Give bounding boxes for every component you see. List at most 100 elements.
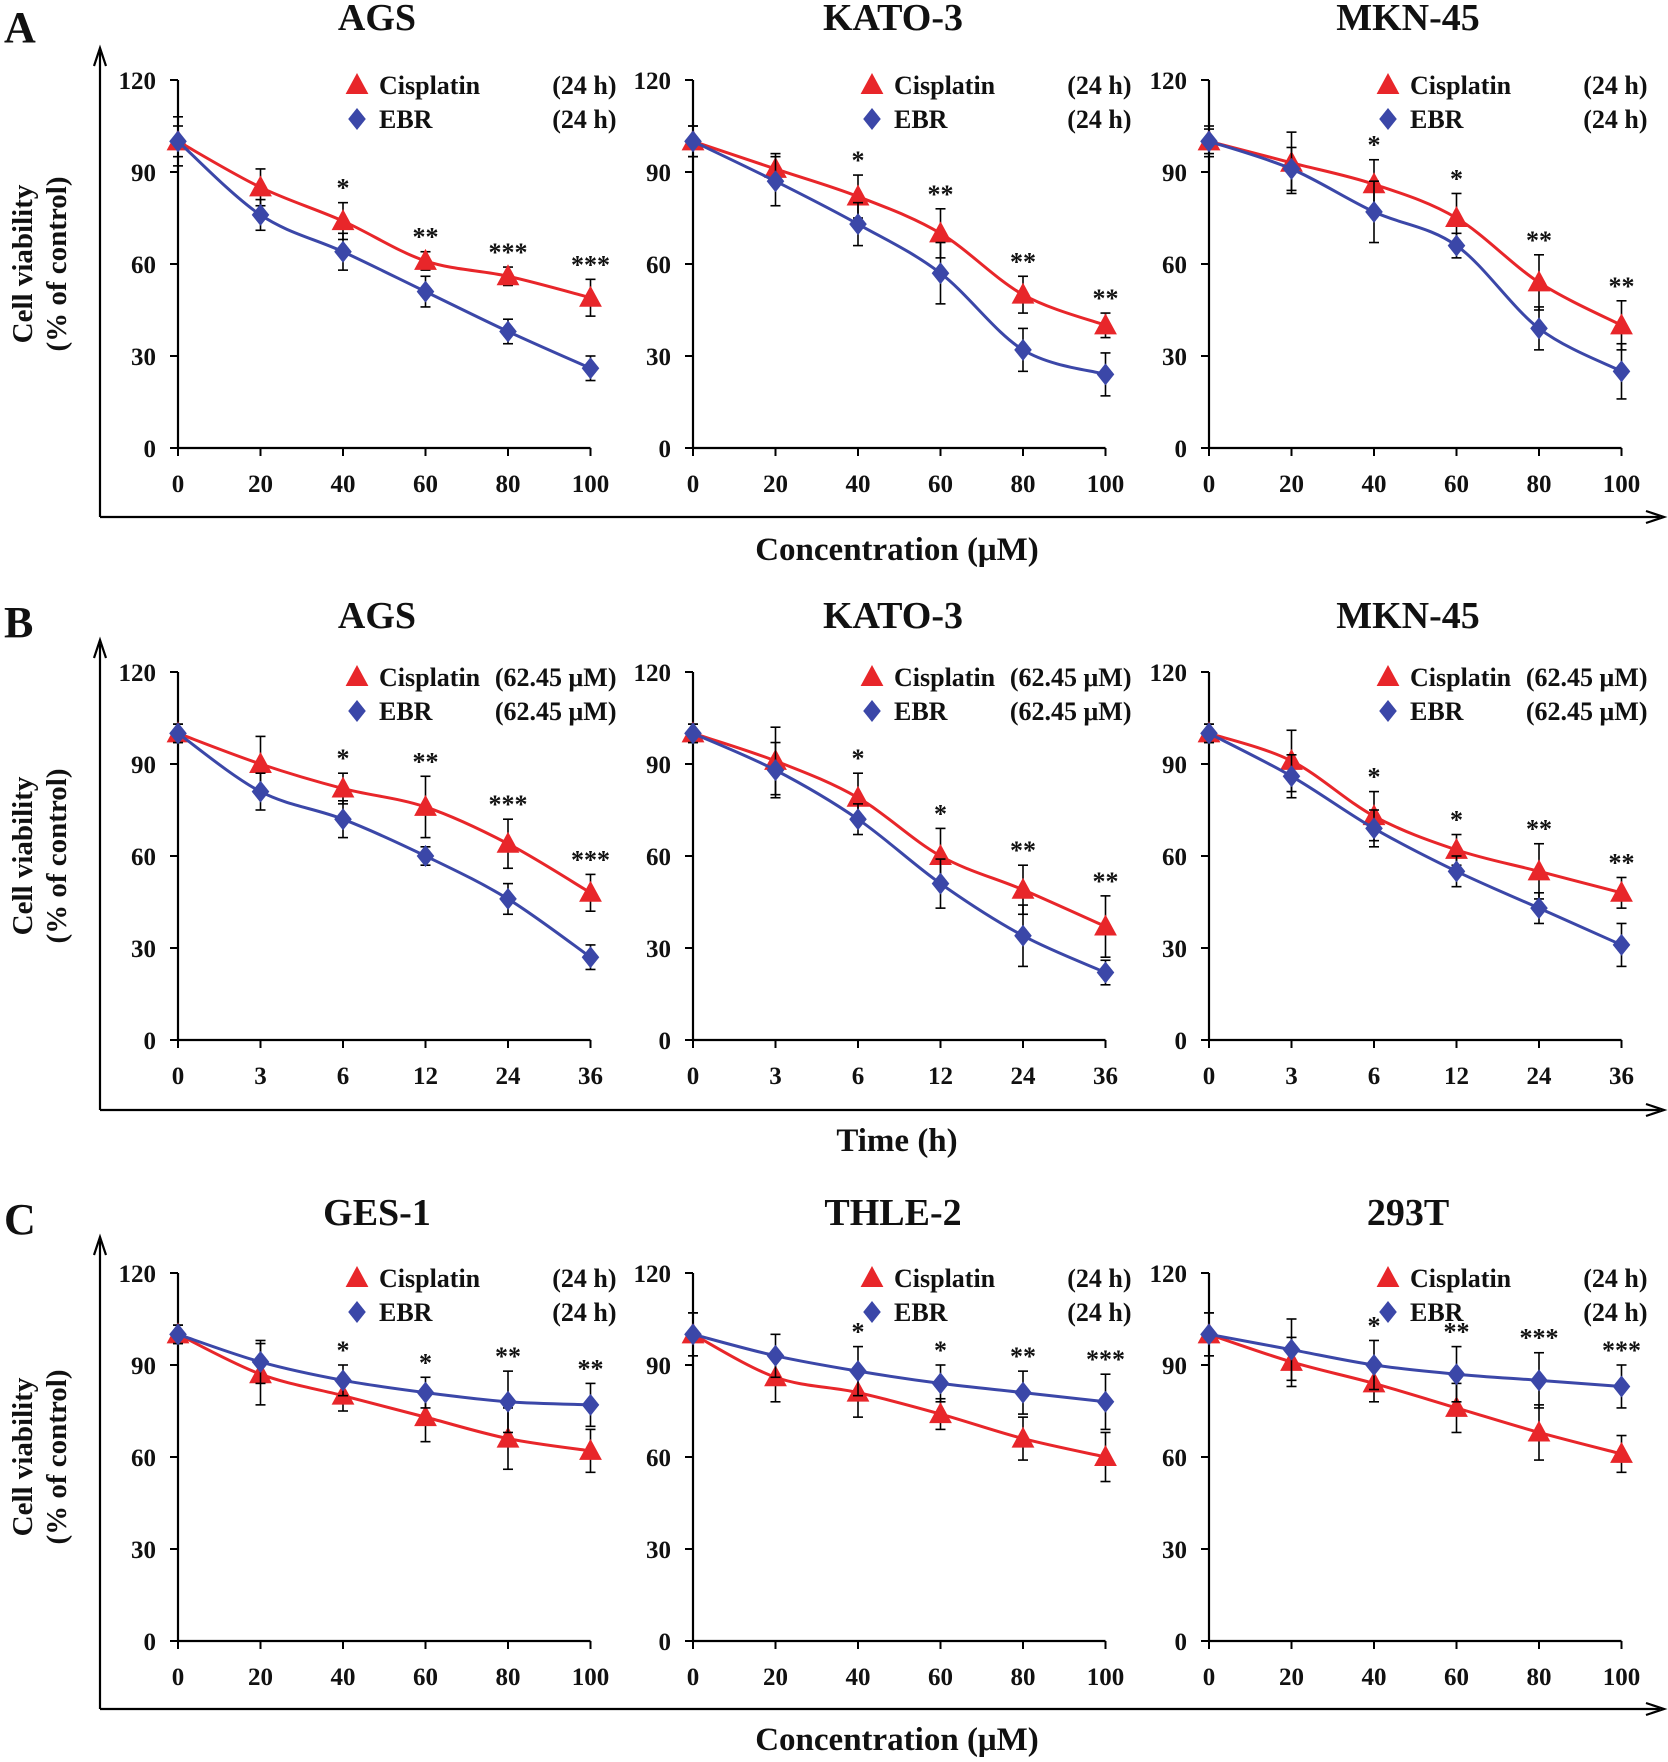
x-tick-label: 6 [852, 1063, 865, 1090]
legend-label: EBR [894, 1298, 948, 1327]
x-tick-label: 0 [1203, 1063, 1216, 1090]
chart-title: AGS [338, 595, 416, 637]
legend-marker [863, 1301, 881, 1323]
x-tick-label: 40 [846, 1664, 871, 1691]
series-line-cisplatin [692, 139, 1107, 327]
data-point-ebr [169, 130, 187, 153]
x-tick-label: 60 [413, 1664, 438, 1691]
series-line-cisplatin [1208, 731, 1622, 895]
frame-y-arrow [92, 636, 108, 659]
significance-marker: * [934, 1336, 947, 1365]
data-point-ebr [1282, 765, 1301, 788]
x-tick-label: 6 [337, 1063, 350, 1090]
legend-label: Cisplatin [894, 663, 996, 692]
legend-label: EBR [379, 1298, 433, 1327]
y-tick-label: 120 [119, 1261, 157, 1288]
y-tick-label: 120 [119, 68, 157, 95]
x-tick-label: 0 [172, 1664, 185, 1691]
series-line-cisplatin [1208, 139, 1623, 327]
x-tick-label: 0 [172, 471, 185, 498]
data-point-cisplatin [1610, 1441, 1633, 1463]
x-tick-label: 24 [1011, 1063, 1037, 1090]
x-tick-label: 100 [1603, 471, 1641, 498]
significance-marker: * [1368, 763, 1381, 792]
legend-item-cisplatin: Cisplatin (24 h) [1376, 71, 1648, 100]
data-point-ebr [499, 1390, 517, 1413]
legend-condition: (62.45 μM) [495, 697, 617, 726]
chart-title: KATO-3 [823, 595, 963, 637]
series-line-cisplatin [692, 1332, 1106, 1459]
legend-label: EBR [379, 697, 433, 726]
data-point-ebr [1200, 130, 1218, 153]
series-line-ebr [1208, 732, 1623, 947]
legend-condition: (24 h) [1067, 105, 1131, 134]
significance-marker: * [337, 1336, 350, 1365]
y-tick-label: 30 [646, 344, 671, 371]
legend-condition: (24 h) [552, 71, 616, 100]
data-point-ebr [1096, 961, 1115, 984]
significance-marker: ** [1526, 226, 1552, 255]
legend-label: Cisplatin [379, 71, 481, 100]
legend-item-ebr: EBR (62.45 μM) [348, 697, 617, 726]
y-tick-label: 60 [131, 1445, 156, 1472]
x-tick-label: 36 [1093, 1063, 1118, 1090]
data-point-ebr [1096, 1390, 1115, 1413]
series-line-ebr [692, 139, 1106, 376]
legend-condition: (24 h) [1583, 71, 1647, 100]
legend-label: Cisplatin [379, 1264, 481, 1293]
y-tick-label: 30 [1162, 1537, 1187, 1564]
significance-marker: ** [1093, 867, 1119, 896]
legend-condition: (24 h) [1067, 1298, 1131, 1327]
y-tick-label: 90 [1162, 160, 1187, 187]
x-tick-label: 80 [1527, 471, 1552, 498]
y-axis-title-line1: Cell viability [7, 1377, 39, 1536]
data-point-cisplatin [1445, 837, 1468, 859]
x-tick-label: 6 [1368, 1063, 1381, 1090]
series-line-ebr [692, 1332, 1106, 1404]
x-tick-label: 40 [331, 1664, 356, 1691]
legend-item-ebr: EBR (24 h) [863, 1298, 1132, 1327]
x-tick-label: 40 [331, 471, 356, 498]
row-c-frame: C Concentration (μM) Cell viability (% of c… [4, 1195, 1668, 1758]
x-tick-label: 0 [687, 471, 700, 498]
y-tick-label: 90 [131, 752, 156, 779]
data-point-ebr [499, 320, 517, 343]
legend-item-ebr: EBR (24 h) [348, 1298, 617, 1327]
y-tick-label: 30 [131, 1537, 156, 1564]
data-point-ebr [1612, 1375, 1631, 1398]
data-point-ebr [1014, 338, 1032, 361]
legend-label: EBR [1410, 1298, 1464, 1327]
series-line-ebr [1208, 139, 1623, 373]
data-point-cisplatin [846, 785, 870, 807]
chart-title: 293T [1367, 1192, 1449, 1234]
x-tick-label: 3 [769, 1063, 782, 1090]
x-tick-label: 3 [1285, 1063, 1298, 1090]
x-tick-label: 20 [763, 471, 788, 498]
legend-condition: (24 h) [552, 105, 616, 134]
x-tick-label: 60 [1444, 1664, 1469, 1691]
legend-marker [863, 108, 881, 130]
x-axis-title: Time (h) [836, 1123, 957, 1159]
chart-title: AGS [338, 0, 416, 39]
legend-label: EBR [894, 105, 948, 134]
data-point-cisplatin [1094, 313, 1117, 335]
frame-y-arrow [92, 44, 108, 67]
data-point-cisplatin [929, 221, 952, 243]
x-tick-label: 60 [413, 471, 438, 498]
x-tick-label: 80 [1011, 1664, 1036, 1691]
data-point-cisplatin [1610, 313, 1633, 335]
legend-condition: (62.45 μM) [1010, 663, 1132, 692]
legend-condition: (62.45 μM) [1526, 697, 1648, 726]
significance-marker: ** [1526, 815, 1552, 844]
y-tick-label: 90 [1162, 1353, 1187, 1380]
x-tick-label: 60 [1444, 471, 1469, 498]
data-point-cisplatin [496, 264, 520, 286]
data-point-ebr [766, 759, 785, 782]
data-point-ebr [931, 262, 950, 285]
legend-marker [863, 700, 881, 722]
